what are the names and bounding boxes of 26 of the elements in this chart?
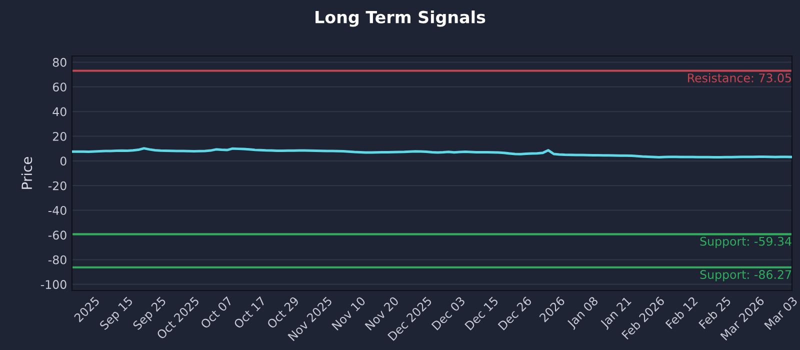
y-tick-label: -40	[48, 206, 66, 215]
y-tick-label: 0	[60, 156, 66, 166]
y-tick-label: 40	[52, 107, 66, 116]
x-tick-label: Sep 15	[99, 296, 135, 332]
ref-line-label: Support: -86.27	[700, 270, 791, 282]
y-tick-label: 20	[52, 132, 66, 141]
chart-title: Long Term Signals	[316, 10, 486, 27]
ref-line-label: Support: -59.34	[700, 236, 792, 248]
x-tick-label: Oct 07	[200, 296, 233, 330]
x-tick-label: Jan 08	[566, 296, 600, 330]
y-axis-title: Price	[21, 157, 32, 189]
line-series	[72, 147, 792, 158]
y-tick-label: -80	[48, 255, 66, 264]
x-tick-label: Oct 17	[233, 296, 266, 330]
x-tick-label: Dec 03	[431, 296, 466, 330]
x-tick-label: Mar 03	[764, 296, 798, 330]
y-tick-label: 80	[52, 58, 66, 67]
x-tick-label: Dec 15	[464, 296, 499, 330]
x-tick-label: Feb 12	[665, 296, 698, 330]
y-tick-label: -100	[40, 280, 66, 289]
ref-line-label: Resistance: 73.05	[688, 73, 791, 82]
y-tick-label: 60	[52, 82, 66, 92]
y-tick-label: -60	[48, 230, 66, 240]
x-tick-label: Dec 26	[498, 296, 532, 330]
y-tick-label: -20	[48, 181, 66, 190]
x-tick-label: Nov 10	[331, 296, 366, 331]
